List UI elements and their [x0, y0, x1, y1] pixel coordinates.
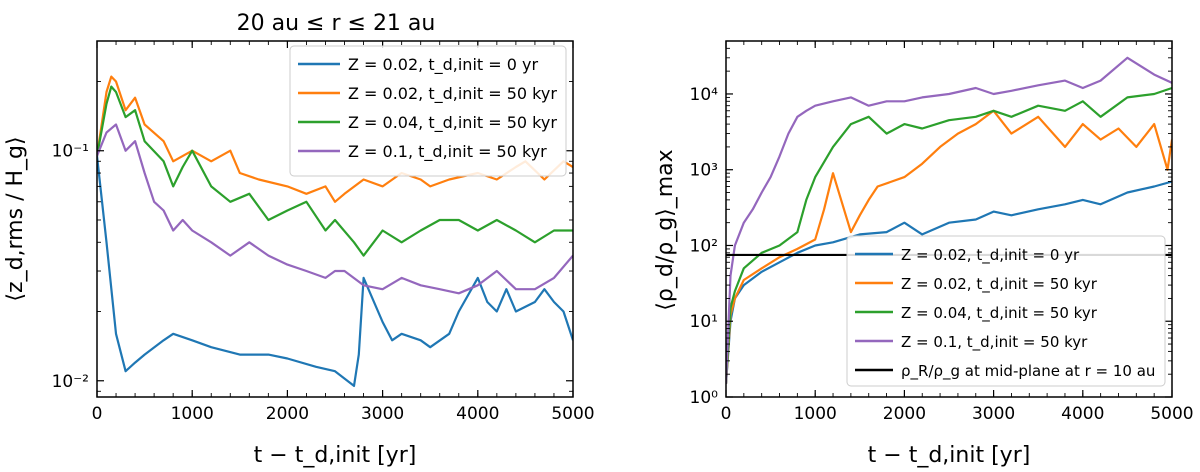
x-tick-label: 1000 [794, 404, 837, 424]
x-tick-label: 4000 [456, 404, 499, 424]
x-tick-label: 1000 [171, 404, 214, 424]
right-y-axis-label: ⟨ρ_d/ρ_g⟩_max [653, 149, 678, 310]
x-tick-label: 3000 [972, 404, 1015, 424]
x-tick-label: 5000 [551, 404, 594, 424]
right-panel: 0 1000 2000 3000 4000 5000 10⁰ 10¹ 10² 10³ 10⁴ t −… [653, 40, 1194, 468]
series-line-3 [726, 86, 1172, 384]
left-legend: Z = 0.02, t_d,init = 0 yr Z = 0.02, t_d,i… [289, 45, 567, 177]
left-x-axis-label: t − t_d,init [yr] [254, 443, 417, 468]
legend-label: Z = 0.1, t_d,init = 50 kyr [901, 333, 1088, 352]
x-tick-label: 0 [721, 404, 732, 424]
series-line-4 [726, 56, 1172, 384]
series-line-2 [726, 109, 1172, 384]
left-plot-frame [96, 40, 574, 398]
y-tick-label: 10³ [690, 161, 718, 181]
right-x-axis-label: t − t_d,init [yr] [868, 443, 1031, 468]
left-y-axis-label: ⟨z_d,rms / H_g⟩ [3, 136, 28, 301]
legend-label: Z = 0.02, t_d,init = 0 yr [901, 246, 1080, 265]
legend-label: Z = 0.02, t_d,init = 50 kyr [901, 275, 1098, 294]
y-tick-label: 10⁻² [52, 372, 89, 392]
right-plot-frame [725, 40, 1173, 398]
y-tick-label: 10² [690, 236, 718, 256]
series-line-2 [97, 75, 573, 203]
x-tick-label: 4000 [1061, 404, 1104, 424]
legend-label: ρ_R/ρ_g at mid-plane at r = 10 au [901, 362, 1155, 381]
legend-box [289, 45, 567, 177]
series-line-1 [97, 155, 573, 387]
x-tick-label: 5000 [1150, 404, 1193, 424]
right-axis-ticks: 0 1000 2000 3000 4000 5000 10⁰ 10¹ 10² 10³ 10⁴ [690, 41, 1194, 424]
series-line-1 [726, 180, 1172, 384]
right-legend: Z = 0.02, t_d,init = 0 yr Z = 0.02, t_d,i… [846, 235, 1166, 387]
y-tick-label: 10⁴ [690, 85, 719, 105]
x-tick-label: 2000 [266, 404, 309, 424]
legend-label: Z = 0.1, t_d,init = 50 kyr [348, 142, 547, 162]
legend-box [846, 235, 1166, 387]
legend-label: Z = 0.04, t_d,init = 50 kyr [901, 304, 1098, 323]
x-tick-label: 3000 [361, 404, 404, 424]
x-tick-label: 0 [92, 404, 103, 424]
y-tick-label: 10⁰ [690, 388, 719, 408]
legend-label: Z = 0.02, t_d,init = 0 yr [348, 55, 538, 75]
series-line-4 [97, 123, 573, 295]
legend-label: Z = 0.04, t_d,init = 50 kyr [348, 113, 557, 133]
legend-label: Z = 0.02, t_d,init = 50 kyr [348, 84, 557, 104]
y-tick-label: 10⁻¹ [52, 142, 89, 162]
series-line-3 [97, 85, 573, 257]
left-chart-title: 20 au ≤ r ≤ 21 au [237, 11, 436, 36]
y-tick-label: 10¹ [690, 312, 718, 332]
left-series-group [97, 75, 573, 387]
x-tick-label: 2000 [883, 404, 926, 424]
left-panel: 20 au ≤ r ≤ 21 au 0 1000 2000 3000 4000 5000 1… [3, 11, 595, 468]
